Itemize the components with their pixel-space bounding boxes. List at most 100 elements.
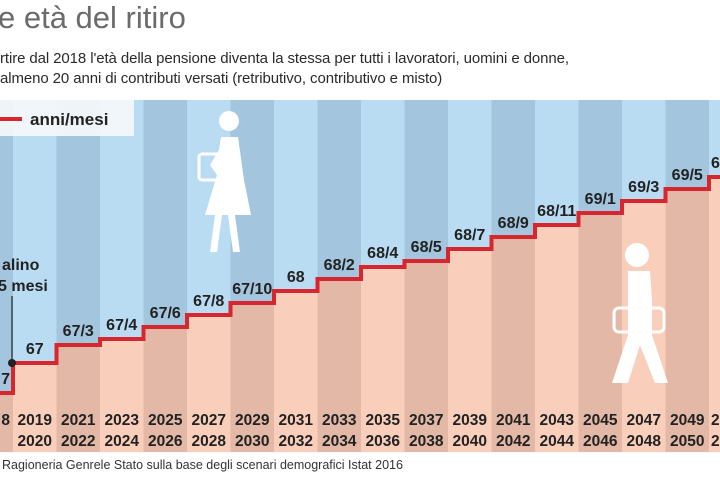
column-bar (0, 393, 13, 452)
year-label: 2042 (496, 433, 530, 450)
year-label: 2039 (453, 412, 488, 429)
value-label: 68/4 (367, 245, 398, 262)
column-background (143, 100, 187, 327)
year-label: 2024 (105, 433, 140, 450)
year-label: 2048 (627, 433, 662, 450)
woman-worker-icon (197, 111, 251, 252)
annotation-dot (8, 359, 16, 367)
column-bar (230, 303, 274, 452)
column-background (361, 100, 405, 267)
column-bar (187, 315, 231, 452)
column-background (578, 100, 622, 213)
year-label: 2030 (235, 433, 269, 450)
year-label: 2047 (627, 412, 661, 429)
year-label: 2022 (61, 433, 95, 450)
year-label: 8 (1, 412, 10, 429)
year-label: 2020 (18, 433, 52, 450)
year-label: 2038 (409, 433, 444, 450)
value-label: 68/2 (324, 257, 355, 274)
value-label: 69/3 (628, 179, 659, 196)
year-label: 2040 (453, 433, 487, 450)
value-label: 68/5 (411, 239, 442, 256)
value-label: 68/7 (454, 227, 485, 244)
year-label: 2045 (583, 412, 618, 429)
column-background (317, 100, 361, 279)
value-label: 69/5 (672, 167, 703, 184)
column-background (100, 100, 144, 339)
value-label: 67/8 (193, 293, 224, 310)
year-label: 2031 (279, 412, 314, 429)
column-bar (448, 249, 492, 452)
subtitle-line-1: rtire dal 2018 l'età della pensione dive… (0, 50, 569, 67)
year-label: 2035 (366, 412, 401, 429)
column-background (404, 100, 448, 261)
column-bar (274, 291, 318, 452)
year-label: 2037 (409, 412, 443, 429)
column-bar (56, 345, 100, 452)
value-label: 7 (1, 371, 10, 388)
column-background (665, 100, 709, 189)
value-label: 68 (287, 269, 305, 286)
column-bar (404, 261, 448, 452)
column-bar (100, 339, 144, 452)
year-label: 2026 (148, 433, 183, 450)
column-background (622, 100, 666, 201)
value-label: 67/6 (150, 305, 181, 322)
year-label: 2033 (322, 412, 357, 429)
year-label: 2034 (322, 433, 357, 450)
year-label: 2046 (583, 433, 618, 450)
value-label: 68/9 (498, 215, 529, 232)
year-label: 2029 (235, 412, 270, 429)
column-bar (535, 225, 579, 452)
year-label: 2028 (192, 433, 227, 450)
column-background (535, 100, 579, 225)
step-line (0, 175, 720, 395)
year-label: 2 (711, 412, 720, 429)
year-label: 2049 (670, 412, 705, 429)
value-label: 68/11 (537, 203, 576, 220)
year-label: 2043 (540, 412, 575, 429)
value-label: 67/3 (63, 323, 94, 340)
column-bar (578, 213, 622, 452)
step-annotation: alino 5 mesi (0, 257, 48, 367)
legend: anni/mesi (0, 100, 134, 136)
year-label: 2036 (366, 433, 401, 450)
man-worker-icon (612, 243, 668, 383)
column-bar (491, 237, 535, 452)
column-bar (709, 177, 720, 452)
annotation-line-1: alino (2, 257, 40, 274)
value-label: 67 (26, 341, 44, 358)
value-label: 69/1 (585, 191, 616, 208)
column-background (274, 100, 318, 291)
value-label: 67/4 (106, 317, 137, 334)
year-label: 2021 (61, 412, 96, 429)
footnote: Ragioneria Genrele Stato sulla base degl… (2, 458, 403, 472)
column-bar (665, 189, 709, 452)
column-background (709, 100, 720, 177)
column-background (56, 100, 100, 345)
year-label: 2032 (279, 433, 313, 450)
annotation-line-2: 5 mesi (0, 278, 48, 295)
year-label: 2023 (105, 412, 140, 429)
year-label: 2041 (496, 412, 531, 429)
year-label: 2019 (18, 412, 53, 429)
column-background (491, 100, 535, 237)
legend-label: anni/mesi (30, 110, 108, 129)
column-background (13, 100, 57, 363)
value-label: 6 (711, 155, 720, 172)
year-label: 2044 (540, 433, 575, 450)
column-bar (143, 327, 187, 452)
column-background (448, 100, 492, 249)
column-background (0, 100, 13, 393)
year-label: 2 (711, 433, 720, 450)
year-label: 2050 (670, 433, 704, 450)
chart-title: e età del ritiro (0, 0, 186, 35)
column-bar (361, 267, 405, 452)
subtitle-line-2: almeno 20 anni di contributi versati (re… (0, 70, 443, 87)
year-label: 2025 (148, 412, 183, 429)
column-bar (317, 279, 361, 452)
column-bar (13, 363, 57, 452)
year-label: 2027 (192, 412, 226, 429)
value-label: 67/10 (232, 281, 272, 298)
